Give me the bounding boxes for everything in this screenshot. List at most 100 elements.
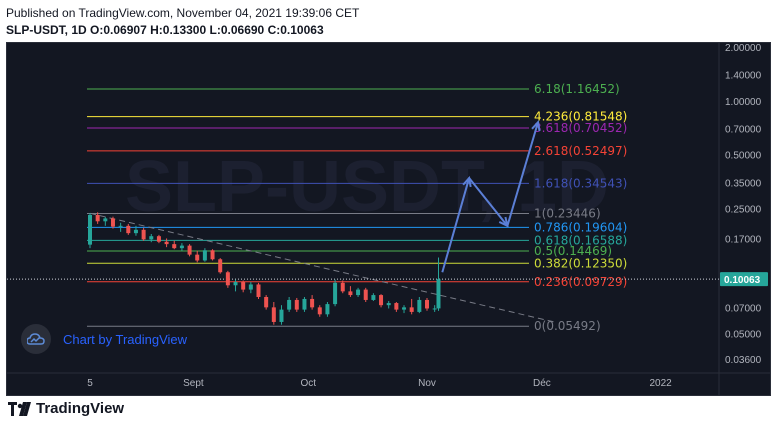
tradingview-brand-text: TradingView	[36, 400, 125, 417]
fib-level-label: 0.5(0.14469)	[534, 244, 612, 258]
x-tick-label: Nov	[418, 378, 436, 389]
close-label: C:	[267, 23, 281, 37]
candle-body	[202, 250, 207, 261]
tradingview-logo-icon	[8, 401, 31, 416]
candle-body	[110, 218, 115, 227]
candle-body	[425, 299, 429, 309]
fib-level-label: 1(0.23446)	[534, 206, 601, 220]
fib-level-label: 4.236(0.81548)	[534, 110, 627, 124]
high-value: 0.13300	[162, 23, 207, 37]
candle-body	[363, 289, 368, 300]
candle-body	[248, 284, 253, 290]
open-label: O:	[90, 23, 104, 37]
candle-body	[302, 298, 307, 310]
chart-by-tradingview-text: Chart by TradingView	[63, 331, 188, 347]
candle-body	[210, 250, 215, 260]
candle-body	[156, 236, 161, 242]
candle-body	[409, 307, 414, 312]
last-price-tag-label: 0.10063	[724, 275, 761, 286]
candle-body	[179, 245, 184, 249]
low-value: 0.06690	[220, 23, 265, 37]
candle-body	[279, 309, 284, 322]
projection-arrowhead	[531, 119, 541, 132]
y-tick-label: 0.03600	[725, 355, 762, 366]
fib-level-label: 2.618(0.52497)	[534, 144, 627, 158]
fib-level-label: 3.618(0.70452)	[534, 121, 627, 135]
candle-body	[287, 299, 292, 310]
candle-body	[371, 295, 376, 300]
x-tick-label: Déc	[533, 378, 551, 389]
candle-body	[310, 298, 315, 308]
y-tick-label: 0.70000	[725, 125, 762, 136]
candle-body	[103, 218, 108, 222]
fib-level-label: 1.618(0.34543)	[534, 176, 627, 190]
chart-panel[interactable]: SLP-USDT, 1D 2.00000 1.40000 1.00000 0.70000…	[6, 42, 771, 396]
candle-body	[256, 284, 261, 297]
candle-body	[394, 303, 399, 310]
candle-body	[195, 254, 200, 261]
projection-arrowhead	[462, 175, 472, 188]
fib-level-label: 0.618(0.16588)	[534, 233, 627, 247]
open-value: 0.06907	[103, 23, 147, 37]
x-tick-label: 5	[87, 378, 93, 389]
candle-body	[432, 308, 437, 310]
low-label: L:	[209, 23, 221, 37]
candle-body	[402, 307, 407, 310]
chart-by-tradingview-badge[interactable]: Chart by TradingView	[21, 324, 187, 354]
candle-body	[172, 244, 177, 249]
candle-body	[271, 307, 276, 322]
y-tick-label: 2.00000	[725, 43, 762, 54]
candle-body	[218, 259, 223, 273]
last-price-tag	[720, 272, 768, 287]
chart-background	[7, 43, 770, 395]
price-chart[interactable]: SLP-USDT, 1D2.000001.400001.000000.70000…	[7, 43, 770, 395]
tradingview-cloud-icon	[21, 324, 51, 354]
fib-level-label: 0(0.05492)	[534, 319, 601, 333]
fib-level-label: 0.382(0.12350)	[534, 256, 627, 270]
fib-level-label: 0.786(0.19604)	[534, 220, 627, 234]
candle-body	[333, 282, 338, 305]
candle-body	[88, 214, 92, 245]
candle-body	[379, 295, 384, 306]
projection-arrowhead	[498, 216, 509, 228]
candle-body	[164, 241, 169, 245]
candle-body	[264, 296, 269, 308]
candle-body	[340, 282, 345, 292]
candle-body	[133, 229, 138, 234]
candle-body	[118, 225, 123, 227]
candle-body	[187, 245, 192, 255]
candle-body	[317, 307, 322, 315]
fib-level-label: 6.18(1.16452)	[534, 82, 620, 96]
candle-body	[233, 282, 238, 286]
y-tick-label: 1.00000	[725, 97, 762, 108]
ohlc-bar: SLP-USDT, 1D O:0.06907 H:0.13300 L:0.066…	[6, 23, 324, 37]
candle-body	[225, 272, 230, 286]
published-caption: Published on TradingView.com, November 0…	[6, 6, 360, 20]
candle-body	[348, 291, 353, 296]
y-tick-label: 0.50000	[725, 151, 762, 162]
x-tick-label: Oct	[301, 378, 317, 389]
candle-body	[417, 299, 422, 312]
candle-body	[386, 303, 391, 306]
close-value: 0.10063	[280, 23, 324, 37]
y-tick-label: 0.25000	[725, 204, 762, 215]
candle-body	[436, 279, 441, 309]
x-tick-label: Sept	[183, 378, 204, 389]
fib-level-label: 0.236(0.09729)	[534, 275, 627, 289]
footer: TradingView	[8, 400, 124, 417]
y-tick-label: 0.17000	[725, 234, 762, 245]
y-tick-label: 0.07000	[725, 303, 762, 314]
candle-body	[149, 236, 154, 240]
symbol-label: SLP-USDT, 1D	[6, 23, 87, 37]
candle-body	[141, 229, 146, 240]
high-label: H:	[150, 23, 163, 37]
projection-arrow-path	[441, 121, 540, 273]
y-tick-label: 1.40000	[725, 71, 762, 82]
candle-body	[95, 214, 100, 222]
y-tick-label: 0.05000	[725, 329, 762, 340]
candle-body	[241, 282, 246, 290]
x-tick-label: 2022	[649, 378, 672, 389]
candle-body	[294, 299, 299, 310]
candle-body	[325, 304, 330, 315]
y-tick-label: 0.35000	[725, 178, 762, 189]
